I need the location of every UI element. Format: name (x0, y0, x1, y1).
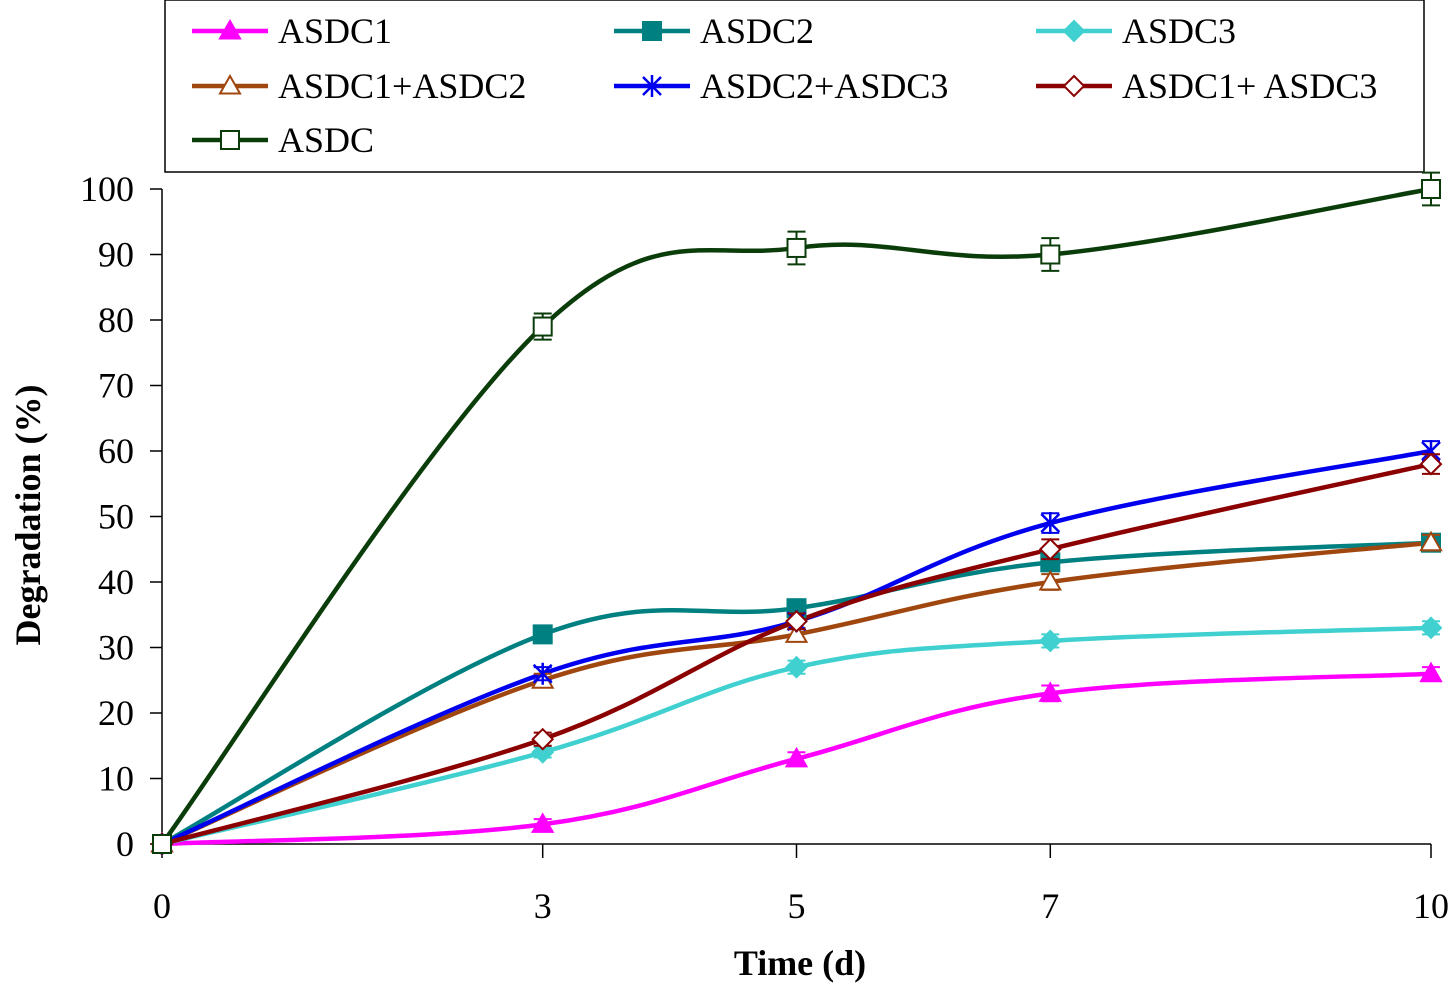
legend-item: ASDC1 (192, 11, 392, 51)
data-point-asdc1 (530, 812, 555, 833)
x-axis-title: Time (d) (734, 943, 866, 983)
y-tick-label: 10 (98, 759, 134, 799)
data-point-asdc2 (532, 624, 553, 645)
legend-marker (218, 73, 242, 95)
data-point-asdc2-asdc3 (532, 662, 553, 685)
y-tick-label: 100 (80, 169, 134, 209)
data-point-asdc1-asdc2 (1419, 530, 1443, 552)
legend-marker (1062, 19, 1086, 43)
legend-label: ASDC (278, 120, 374, 160)
data-point-asdc (1040, 244, 1061, 265)
x-tick-label: 7 (1041, 886, 1059, 926)
series-line-asdc (160, 186, 1432, 846)
data-point-asdc2-asdc3 (1040, 512, 1061, 535)
y-axis-title: Degradation (%) (8, 385, 48, 646)
legend: ASDC1 ASDC2 ASDC3 ASDC1+ASDC2 ASDC2+ASDC3 ASD… (164, 0, 1425, 173)
data-point-asdc3 (1038, 629, 1062, 653)
y-tick-label: 40 (98, 562, 134, 602)
data-point-asdc (152, 834, 172, 854)
y-tick-label: 50 (98, 497, 134, 537)
legend-item: ASDC3 (1036, 11, 1236, 51)
y-tick-label: 30 (98, 628, 134, 668)
data-point-asdc1-asdc3 (531, 727, 555, 751)
legend-label: ASDC2+ASDC3 (700, 66, 948, 106)
legend-marker (1062, 74, 1086, 98)
legend-label: ASDC2 (700, 11, 814, 51)
legend-label: ASDC3 (1122, 11, 1236, 51)
data-point-asdc (1421, 179, 1441, 199)
x-tick-label: 10 (1413, 886, 1449, 926)
data-point-asdc1-asdc2 (784, 622, 809, 643)
y-tick-label: 70 (98, 366, 134, 406)
x-tick-label: 5 (788, 886, 806, 926)
y-tick-label: 90 (98, 235, 134, 275)
y-tick-label: 20 (98, 693, 134, 733)
legend-marker (642, 75, 662, 97)
legend-item: ASDC2+ASDC3 (614, 66, 948, 106)
axes: 0 10 20 30 40 50 60 70 80 90 100 0 3 5 7 10 (80, 169, 1449, 926)
legend-item: ASDC2 (614, 11, 814, 51)
data-point-asdc1 (1038, 681, 1063, 702)
data-point-asdc1 (784, 746, 809, 768)
series-lines (160, 186, 1432, 847)
y-tick-label: 60 (98, 431, 134, 471)
x-tick-label: 3 (534, 886, 552, 926)
y-tick-label: 80 (98, 300, 134, 340)
data-point-asdc (786, 237, 807, 258)
data-point-asdc1-asdc3 (1038, 537, 1062, 561)
series-line-asdc1-asdc3 (161, 461, 1432, 847)
legend-item: ASDC1+ ASDC3 (1036, 66, 1377, 106)
legend-label: ASDC1 (278, 11, 392, 51)
data-point-asdc3 (531, 740, 555, 764)
legend-marker (642, 21, 662, 41)
legend-marker (218, 18, 242, 40)
series-line-asdc2-asdc3 (161, 448, 1432, 847)
data-point-asdc3 (1419, 616, 1443, 640)
legend-item: ASDC (192, 120, 374, 160)
data-point-asdc3 (785, 655, 808, 679)
legend-box (164, 0, 1425, 173)
data-point-asdc1-asdc2 (1038, 569, 1063, 591)
y-tick-label: 0 (116, 824, 134, 864)
x-tick-label: 0 (153, 886, 171, 926)
data-point-asdc (532, 316, 553, 337)
legend-label: ASDC1+ ASDC3 (1122, 66, 1377, 106)
series-markers (150, 171, 1443, 856)
legend-label: ASDC1+ASDC2 (278, 66, 526, 106)
legend-marker (220, 130, 240, 150)
data-point-asdc1-asdc3 (1419, 452, 1443, 476)
legend-item: ASDC1+ASDC2 (192, 66, 526, 106)
data-point-asdc1-asdc3 (785, 609, 808, 633)
data-point-asdc1 (1419, 661, 1443, 683)
